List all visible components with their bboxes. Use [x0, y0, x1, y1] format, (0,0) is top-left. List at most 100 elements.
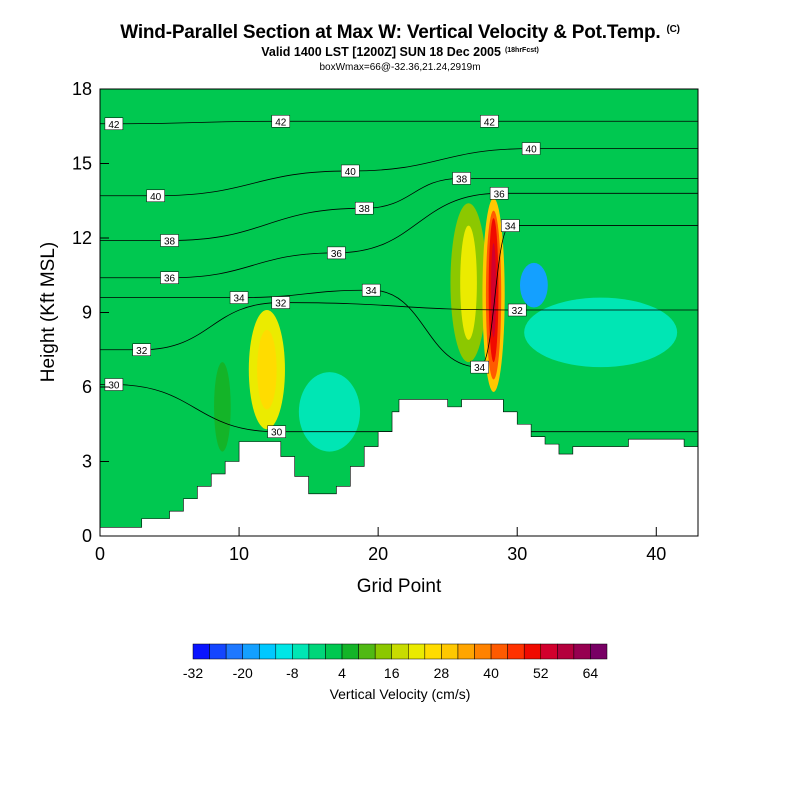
colorbar-swatch: [258, 643, 277, 660]
y-tick-label: 0: [82, 526, 92, 546]
colorbar-tick-label: -20: [233, 665, 253, 681]
contour-label-box: [271, 296, 291, 309]
colorbar-swatch: [292, 643, 310, 660]
x-tick-label: 40: [646, 544, 666, 564]
y-tick-label: 9: [82, 303, 92, 323]
contour-label-9: 36: [160, 271, 179, 285]
colorbar-swatch: [573, 643, 591, 660]
colorbar-swatch: [308, 643, 326, 660]
contour-label-text: 36: [164, 274, 176, 285]
contour-label-text: 38: [359, 204, 371, 215]
chart-title-units: (C): [666, 24, 680, 35]
contour-label-text: 30: [271, 428, 283, 439]
x-tick-label: 10: [229, 544, 249, 564]
chart-info: boxWmax=66@-32.36,21.24,2919m: [319, 62, 481, 73]
colorbar-tick-label: 16: [384, 665, 400, 681]
contour-label-text: 32: [275, 299, 287, 310]
x-axis-label: Grid Point: [357, 576, 442, 597]
colorbar-swatch: [225, 643, 243, 660]
x-tick-label: 30: [507, 544, 527, 564]
colorbar-swatch: [424, 643, 442, 660]
contour-label-box: [271, 115, 291, 128]
colorbar-swatch: [507, 643, 525, 660]
contour-label-box: [160, 234, 179, 247]
y-tick-label: 15: [72, 154, 92, 174]
y-tick-label: 12: [72, 228, 92, 248]
colorbar-swatch: [474, 643, 492, 660]
colorbar-swatch: [457, 643, 475, 660]
contour-label-text: 32: [512, 306, 524, 317]
contour-label-box: [104, 378, 124, 391]
velocity-cell-11: [524, 297, 678, 368]
colorbar-swatch: [242, 643, 260, 660]
colorbar-label: Vertical Velocity (cm/s): [330, 686, 471, 702]
contour-label-20: 42: [480, 115, 499, 128]
contour-label-17: 40: [521, 142, 541, 156]
chart-title-text: Wind-Parallel Section at Max W: Vertical…: [120, 22, 661, 43]
colorbar-tick-label: 64: [583, 665, 599, 681]
contour-label-text: 42: [108, 120, 120, 131]
contour-label-box: [489, 187, 509, 200]
contour-label-box: [501, 219, 520, 232]
contour-label-4: 32: [507, 303, 527, 317]
contour-label-text: 34: [474, 363, 486, 374]
contour-label-box: [146, 189, 165, 203]
contour-label-box: [229, 291, 249, 304]
colorbar-tick-label: 28: [434, 665, 450, 681]
velocity-cell-9: [519, 262, 548, 308]
colorbar-swatch: [374, 643, 392, 660]
contour-label-5: 34: [229, 291, 249, 305]
colorbar-swatch: [408, 643, 426, 660]
y-axis-label: Height (Kft MSL): [38, 242, 59, 382]
contour-label-6: 34: [361, 283, 381, 297]
contour-label-box: [341, 164, 360, 178]
contour-label-box: [361, 283, 381, 297]
colorbar-swatch: [358, 643, 376, 660]
contour-label-7: 34: [470, 360, 489, 374]
chart-subtitle-text: Valid 1400 LST [1200Z] SUN 18 Dec 2005: [261, 45, 501, 59]
colorbar-swatch: [391, 643, 409, 660]
chart-subtitle-note: (18hrFcst): [504, 47, 539, 54]
colorbar-tick-label: 4: [338, 665, 346, 681]
contour-label-text: 32: [136, 346, 148, 357]
colorbar-swatch: [341, 643, 359, 660]
contour-label-10: 36: [327, 246, 346, 260]
contour-label-box: [470, 360, 489, 374]
contour-label-text: 30: [108, 381, 120, 392]
colorbar-swatch: [590, 643, 608, 660]
contour-label-text: 34: [366, 286, 378, 297]
contour-label-box: [267, 425, 286, 438]
contour-label-box: [104, 117, 124, 131]
y-tick-label: 18: [72, 79, 92, 99]
contour-label-text: 38: [456, 174, 468, 185]
chart-subtitle: Valid 1400 LST [1200Z] SUN 18 Dec 2005 (1…: [0, 45, 800, 59]
colorbar-swatch: [557, 643, 575, 660]
colorbar-swatch: [325, 643, 343, 660]
axes: 0 10 20 30 40 0 36 9 12 15 18: [72, 79, 666, 564]
colorbar-swatch: [192, 643, 210, 660]
contour-label-text: 36: [331, 249, 343, 260]
contour-label-11: 36: [489, 187, 509, 200]
x-tick-label: 20: [368, 544, 388, 564]
contour-label-text: 34: [505, 222, 517, 233]
contour-label-text: 34: [234, 294, 246, 305]
colorbar-swatch: [275, 643, 293, 660]
contour-label-0: 30: [104, 378, 124, 392]
contour-label-14: 38: [452, 172, 471, 185]
x-tick-label: 0: [95, 544, 105, 564]
contour-label-16: 40: [341, 164, 360, 178]
velocity-cell-2: [214, 362, 231, 452]
colorbar-swatch: [441, 643, 459, 660]
colorbar-swatch: [523, 643, 542, 660]
contour-label-2: 32: [132, 343, 151, 357]
contour-label-19: 42: [271, 115, 291, 128]
contour-label-box: [132, 343, 151, 356]
colorbar-tick-label: -8: [286, 665, 299, 681]
contour-label-box: [521, 142, 541, 155]
contour-label-15: 40: [146, 189, 165, 203]
contour-label-box: [452, 172, 471, 185]
velocity-cell-1: [257, 329, 277, 410]
velocity-cell-4: [460, 225, 477, 340]
contour-label-18: 42: [104, 117, 124, 131]
